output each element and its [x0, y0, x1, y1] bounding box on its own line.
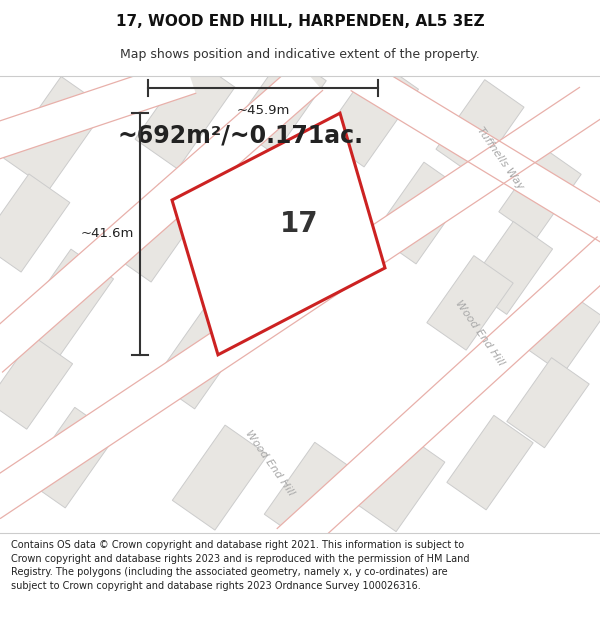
Polygon shape — [0, 336, 73, 429]
Polygon shape — [16, 249, 113, 357]
Polygon shape — [0, 174, 70, 272]
Polygon shape — [0, 88, 600, 518]
Text: Wood End Hill: Wood End Hill — [244, 428, 296, 498]
Polygon shape — [135, 58, 235, 169]
Polygon shape — [234, 52, 326, 154]
Polygon shape — [507, 357, 589, 447]
Polygon shape — [4, 76, 106, 190]
Polygon shape — [24, 408, 116, 508]
Polygon shape — [264, 442, 356, 543]
Polygon shape — [373, 162, 467, 264]
Polygon shape — [351, 62, 600, 243]
Polygon shape — [436, 79, 524, 177]
Text: Map shows position and indicative extent of the property.: Map shows position and indicative extent… — [120, 48, 480, 61]
Polygon shape — [499, 148, 581, 238]
Polygon shape — [427, 256, 513, 350]
Polygon shape — [0, 62, 323, 372]
Polygon shape — [355, 434, 445, 532]
Polygon shape — [322, 59, 419, 167]
Polygon shape — [277, 237, 600, 556]
Polygon shape — [172, 425, 268, 530]
Polygon shape — [447, 416, 533, 510]
Polygon shape — [0, 59, 196, 160]
Text: ~692m²/~0.171ac.: ~692m²/~0.171ac. — [118, 123, 364, 147]
Text: 17, WOOD END HILL, HARPENDEN, AL5 3EZ: 17, WOOD END HILL, HARPENDEN, AL5 3EZ — [116, 14, 484, 29]
Text: ~41.6m: ~41.6m — [80, 228, 134, 241]
Text: Contains OS data © Crown copyright and database right 2021. This information is : Contains OS data © Crown copyright and d… — [11, 540, 469, 591]
Text: ~45.9m: ~45.9m — [236, 104, 290, 118]
Polygon shape — [172, 113, 385, 355]
Polygon shape — [467, 221, 553, 314]
Text: 17: 17 — [280, 210, 318, 238]
Polygon shape — [527, 292, 600, 374]
Text: Tuffnells Way: Tuffnells Way — [475, 125, 525, 191]
Text: Wood End Hill: Wood End Hill — [454, 298, 506, 368]
Polygon shape — [154, 307, 246, 409]
Polygon shape — [110, 184, 200, 282]
